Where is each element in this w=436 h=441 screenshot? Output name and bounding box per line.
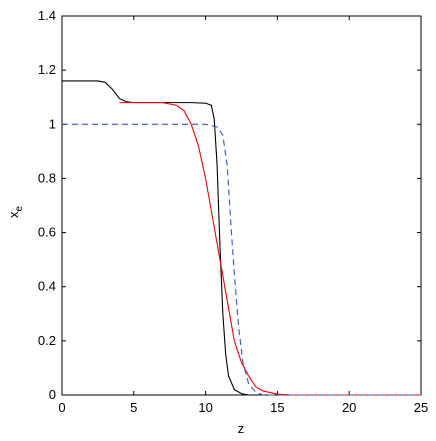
- y-axis-label-subscript: e: [14, 206, 25, 212]
- plot-frame: [61, 15, 422, 396]
- x-tick-label: 5: [130, 400, 137, 415]
- x-tick-label: 0: [58, 400, 65, 415]
- y-axis-label-main: x: [6, 211, 21, 218]
- x-tick-label: 20: [342, 400, 356, 415]
- y-tick-label: 1.4: [38, 8, 56, 23]
- x-tick-label: 10: [198, 400, 212, 415]
- y-tick-label: 0.2: [38, 333, 56, 348]
- y-tick-label: 0: [49, 387, 56, 402]
- x-tick-label: 25: [414, 400, 428, 415]
- x-axis-label: z: [238, 421, 245, 436]
- y-tick-label: 0.6: [38, 225, 56, 240]
- y-tick-label: 0.4: [38, 279, 56, 294]
- x-tick-label: 15: [270, 400, 284, 415]
- y-tick-label: 0.8: [38, 170, 56, 185]
- series-line: [62, 80, 421, 396]
- y-axis-label: xe: [6, 206, 25, 219]
- y-tick-label: 1: [49, 116, 56, 131]
- y-axis-label-group: xe: [6, 206, 25, 219]
- y-tick-label: 1.2: [38, 62, 56, 77]
- series-line: [119, 102, 421, 396]
- series-line: [62, 123, 421, 396]
